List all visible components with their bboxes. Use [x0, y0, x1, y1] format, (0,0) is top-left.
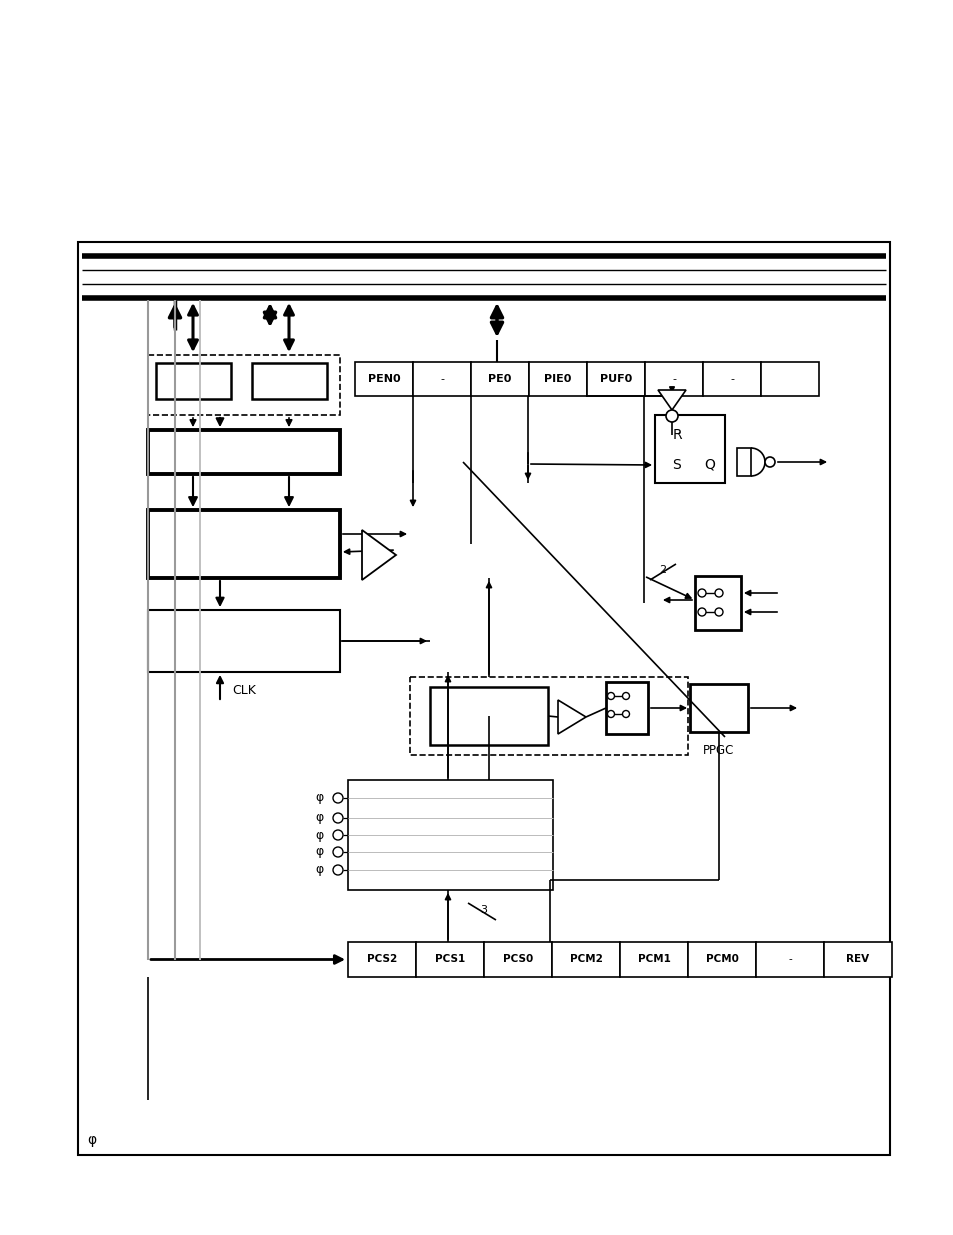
Text: PCM0: PCM0 — [705, 955, 738, 965]
Text: φ: φ — [315, 792, 324, 804]
Circle shape — [665, 410, 678, 422]
Circle shape — [607, 693, 614, 699]
Text: PIE0: PIE0 — [544, 374, 571, 384]
Bar — [737, 448, 750, 475]
Bar — [416, 942, 483, 977]
Text: 3: 3 — [480, 905, 487, 915]
PathPatch shape — [658, 390, 685, 410]
Text: PCS0: PCS0 — [502, 955, 533, 965]
Bar — [586, 362, 644, 396]
Text: REV: REV — [845, 955, 868, 965]
Bar — [156, 363, 231, 399]
Bar — [483, 942, 552, 977]
Bar — [529, 362, 586, 396]
Bar — [605, 682, 647, 734]
Text: PEN0: PEN0 — [367, 374, 400, 384]
Circle shape — [698, 589, 705, 597]
Circle shape — [622, 693, 629, 699]
Circle shape — [333, 864, 343, 876]
Bar — [552, 942, 619, 977]
Circle shape — [714, 589, 722, 597]
Bar — [430, 687, 547, 745]
Circle shape — [622, 710, 629, 718]
Text: φ: φ — [315, 863, 324, 877]
Circle shape — [333, 793, 343, 803]
PathPatch shape — [558, 700, 585, 734]
Text: S: S — [672, 458, 680, 472]
Text: CLK: CLK — [232, 684, 255, 697]
Bar — [148, 354, 339, 415]
Circle shape — [714, 608, 722, 616]
Bar — [348, 781, 553, 890]
Circle shape — [698, 608, 705, 616]
Bar — [823, 942, 891, 977]
Bar — [689, 684, 747, 732]
Circle shape — [333, 847, 343, 857]
Bar — [413, 362, 471, 396]
Bar — [655, 415, 724, 483]
Text: -: - — [729, 374, 733, 384]
Bar — [148, 610, 339, 672]
Text: PE0: PE0 — [488, 374, 511, 384]
Circle shape — [607, 710, 614, 718]
Text: φ: φ — [315, 811, 324, 825]
PathPatch shape — [361, 530, 395, 580]
Text: PPGC: PPGC — [702, 743, 734, 757]
Bar — [702, 362, 760, 396]
Text: φ: φ — [315, 829, 324, 841]
Bar — [619, 942, 687, 977]
Text: Q: Q — [704, 458, 715, 472]
Bar — [78, 242, 889, 1155]
Text: PUF0: PUF0 — [599, 374, 632, 384]
Text: φ: φ — [88, 1132, 96, 1147]
Bar — [252, 363, 327, 399]
Text: PCS2: PCS2 — [367, 955, 396, 965]
Circle shape — [333, 830, 343, 840]
Bar — [644, 362, 702, 396]
Text: R: R — [672, 429, 681, 442]
Text: PCS1: PCS1 — [435, 955, 465, 965]
Bar — [410, 677, 687, 755]
Bar — [355, 362, 413, 396]
Circle shape — [333, 813, 343, 823]
Text: -: - — [671, 374, 676, 384]
Text: PCM1: PCM1 — [637, 955, 670, 965]
Bar — [471, 362, 529, 396]
Bar — [760, 362, 818, 396]
Bar — [687, 942, 755, 977]
Bar — [148, 430, 339, 474]
Bar — [348, 942, 416, 977]
Bar — [695, 576, 740, 630]
Bar — [148, 510, 339, 578]
Text: -: - — [787, 955, 791, 965]
Text: PCM2: PCM2 — [569, 955, 601, 965]
Circle shape — [764, 457, 774, 467]
Text: 2: 2 — [659, 564, 666, 576]
Bar — [755, 942, 823, 977]
Text: φ: φ — [315, 846, 324, 858]
Text: -: - — [439, 374, 443, 384]
